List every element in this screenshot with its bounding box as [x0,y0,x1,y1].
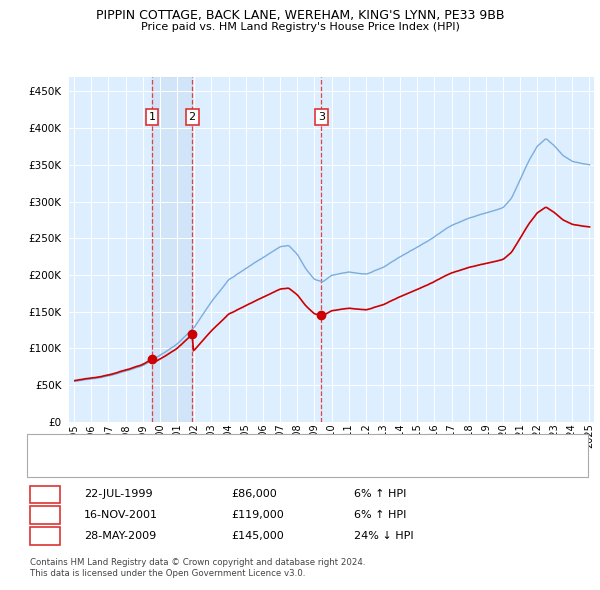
Text: Price paid vs. HM Land Registry's House Price Index (HPI): Price paid vs. HM Land Registry's House … [140,22,460,32]
Text: 1: 1 [149,112,156,122]
Text: Contains HM Land Registry data © Crown copyright and database right 2024.: Contains HM Land Registry data © Crown c… [30,558,365,566]
Text: 3: 3 [41,529,49,542]
Text: £86,000: £86,000 [231,490,277,499]
Text: HPI: Average price, detached house, King's Lynn and West Norfolk: HPI: Average price, detached house, King… [83,460,406,470]
Text: £119,000: £119,000 [231,510,284,520]
Text: 3: 3 [318,112,325,122]
Text: 6% ↑ HPI: 6% ↑ HPI [354,510,406,520]
Text: 2: 2 [41,509,49,522]
Text: 28-MAY-2009: 28-MAY-2009 [84,531,156,540]
Text: 2: 2 [188,112,196,122]
Text: This data is licensed under the Open Government Licence v3.0.: This data is licensed under the Open Gov… [30,569,305,578]
Text: 24% ↓ HPI: 24% ↓ HPI [354,531,413,540]
Text: 6% ↑ HPI: 6% ↑ HPI [354,490,406,499]
Text: PIPPIN COTTAGE, BACK LANE, WEREHAM, KING'S LYNN, PE33 9BB: PIPPIN COTTAGE, BACK LANE, WEREHAM, KING… [96,9,504,22]
Text: 22-JUL-1999: 22-JUL-1999 [84,490,152,499]
Text: 16-NOV-2001: 16-NOV-2001 [84,510,158,520]
Text: 1: 1 [41,488,49,501]
Bar [152,77,192,422]
Text: PIPPIN COTTAGE, BACK LANE, WEREHAM, KING'S LYNN, PE33 9BB (detached house): PIPPIN COTTAGE, BACK LANE, WEREHAM, KING… [83,441,491,451]
Text: £145,000: £145,000 [231,531,284,540]
